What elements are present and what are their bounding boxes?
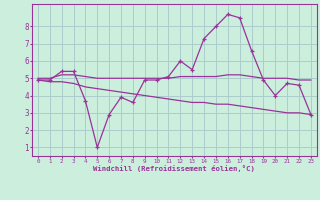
X-axis label: Windchill (Refroidissement éolien,°C): Windchill (Refroidissement éolien,°C) <box>93 165 255 172</box>
